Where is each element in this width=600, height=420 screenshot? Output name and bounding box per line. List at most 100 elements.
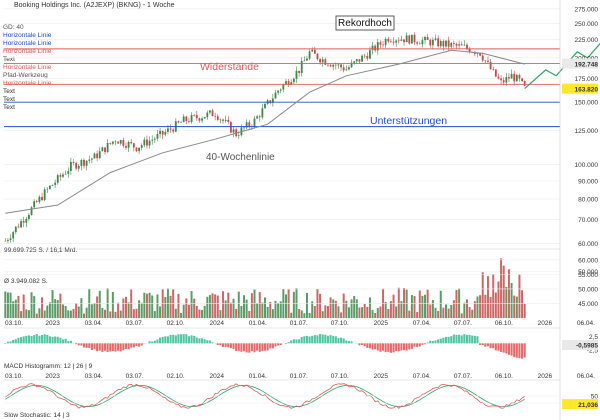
volume-bar: [266, 306, 269, 318]
macd-bar: [151, 341, 154, 344]
volume-bar: [413, 295, 416, 318]
legend-item: GD: 40: [3, 24, 24, 31]
macd-bar: [434, 340, 437, 344]
macd-bar: [358, 343, 361, 346]
volume-bar: [471, 309, 474, 318]
candle-body: [502, 80, 505, 83]
candle-body: [12, 232, 15, 239]
macd-bar: [486, 343, 490, 347]
candle-body: [114, 141, 117, 143]
legend-item: Text: [3, 104, 15, 111]
candle-body: [33, 201, 36, 208]
candle-body: [227, 119, 230, 123]
volume-bar: [486, 276, 489, 318]
macd-bar: [169, 334, 172, 344]
macd-bar: [450, 336, 453, 344]
macd-bar: [421, 343, 424, 345]
candle-body: [397, 40, 400, 42]
candle-body: [479, 53, 482, 56]
volume-bar: [264, 297, 266, 318]
volume-bar: [290, 312, 293, 318]
macd-bar: [101, 343, 104, 352]
candle-body: [72, 161, 75, 163]
candle-body: [190, 115, 193, 122]
macd-bar: [271, 343, 274, 349]
macd-bar: [195, 337, 198, 344]
macd-bar: [408, 343, 411, 350]
candle-body: [237, 135, 240, 137]
time-tick-label: 01.07.: [290, 320, 308, 327]
candle-body: [376, 42, 379, 51]
macd-bar: [198, 338, 201, 344]
volume-bar: [177, 293, 180, 318]
macd-bar: [523, 343, 526, 358]
macd-bar: [395, 343, 398, 351]
candle-body: [429, 39, 432, 46]
candle-body: [484, 60, 487, 62]
time-tick-label: 06.04.: [577, 373, 595, 380]
macd-bar: [96, 343, 99, 352]
candle-body: [143, 139, 146, 146]
volume-bar: [258, 292, 261, 318]
volume-bar: [245, 299, 248, 318]
candle-body: [295, 70, 298, 79]
volume-bar: [376, 308, 379, 318]
candle-body: [90, 158, 93, 160]
macd-bar: [413, 343, 416, 347]
volume-bar: [38, 308, 41, 318]
volume-bar: [93, 303, 96, 318]
volume-bar: [374, 312, 377, 318]
legend-item: Text: [3, 96, 15, 103]
candle-body: [193, 115, 196, 116]
stochastic-value-label: 21,036: [578, 402, 598, 409]
volume-bar: [111, 292, 114, 318]
candle-body: [458, 44, 461, 46]
macd-bar: [48, 336, 51, 344]
volume-bar: [190, 291, 193, 318]
macd-bar: [203, 339, 206, 344]
candle-body: [67, 170, 70, 174]
macd-bar: [193, 335, 196, 344]
macd-bar: [122, 343, 125, 351]
candle-body: [130, 142, 133, 144]
macd-bar: [208, 340, 211, 344]
volume-bar: [279, 301, 282, 318]
volume-bar: [298, 308, 301, 318]
stochastic-k-line: [5, 383, 525, 409]
macd-bar: [242, 343, 246, 352]
candle-body: [400, 39, 403, 41]
macd-bar: [374, 343, 377, 350]
volume-bar: [151, 295, 154, 318]
candle-body: [216, 116, 219, 120]
volume-bar: [523, 304, 526, 318]
volume-bar: [368, 297, 371, 318]
macd-bar: [64, 338, 67, 344]
volume-bar: [497, 281, 500, 318]
macd-bar: [138, 343, 141, 347]
macd-bar: [465, 334, 469, 344]
candle-body: [408, 35, 411, 44]
volume-bar: [313, 305, 316, 318]
macd-label: MACD Histogramm: 12 | 26 | 9: [4, 363, 93, 370]
volume-bar: [371, 309, 374, 318]
macd-bar: [463, 334, 466, 344]
macd-bar: [492, 343, 495, 349]
macd-bar: [444, 336, 448, 344]
volume-bar: [229, 302, 232, 318]
ma40-line: [5, 49, 525, 214]
volume-bar: [17, 295, 20, 318]
volume-bar: [518, 274, 521, 318]
volume-bar: [51, 290, 54, 318]
candle-body: [413, 34, 416, 43]
volume-bar: [439, 290, 442, 318]
volume-bar: [303, 313, 306, 318]
macd-bar: [240, 343, 243, 352]
volume-bar: [54, 299, 57, 318]
volume-bar: [340, 312, 343, 318]
macd-bar: [345, 340, 348, 344]
volume-bar: [214, 294, 217, 318]
macd-bar: [132, 343, 135, 348]
volume-bar: [69, 310, 72, 318]
candle-body: [403, 39, 405, 43]
candle-body: [93, 153, 96, 159]
